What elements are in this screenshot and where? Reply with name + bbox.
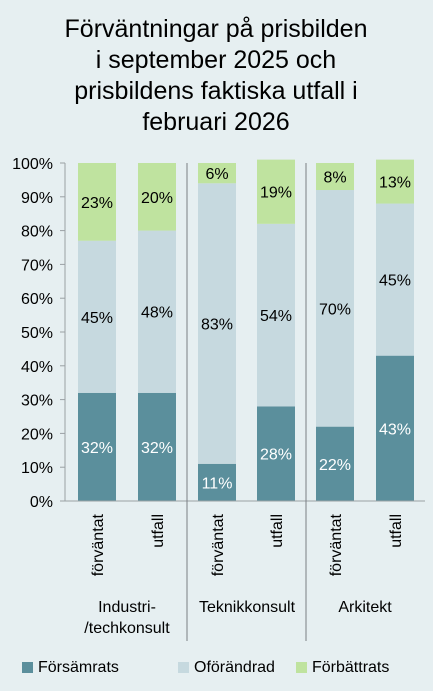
bar-segment bbox=[316, 426, 354, 501]
data-label: 23% bbox=[81, 195, 113, 212]
y-tick-label: 40% bbox=[21, 359, 53, 376]
bar-segment bbox=[138, 163, 176, 231]
legend-label: Förbättrats bbox=[312, 659, 389, 676]
bar-segment bbox=[257, 159, 295, 224]
group-label: Teknikkonsult bbox=[199, 599, 296, 616]
data-label: 48% bbox=[141, 305, 173, 322]
data-label: 54% bbox=[260, 308, 292, 325]
y-tick-label: 50% bbox=[21, 325, 53, 342]
y-tick-label: 90% bbox=[21, 190, 53, 207]
data-label: 28% bbox=[260, 447, 292, 464]
bar-segment bbox=[198, 163, 236, 184]
legend-label: Oförändrad bbox=[194, 659, 275, 676]
bar-segment bbox=[257, 406, 295, 501]
category-label: utfall bbox=[150, 514, 167, 548]
data-label: 13% bbox=[379, 175, 411, 192]
data-label: 32% bbox=[81, 440, 113, 457]
y-tick-label: 20% bbox=[21, 426, 53, 443]
bar-segment bbox=[198, 463, 236, 501]
category-label: förväntat bbox=[210, 513, 227, 576]
legend-swatch bbox=[178, 662, 189, 673]
y-axis: 0% 10% 20% 30% 40% 50% 60% 70% 80% 90% 100% bbox=[12, 156, 66, 511]
title-line: Förväntningar på prisbilden bbox=[65, 15, 368, 43]
y-tick-label: 10% bbox=[21, 460, 53, 477]
data-label: 8% bbox=[323, 170, 346, 187]
y-tick-label: 60% bbox=[21, 291, 53, 308]
data-label: 83% bbox=[201, 317, 233, 334]
bar-segment bbox=[78, 240, 116, 393]
legend: Försämrats Oförändrad Förbättrats bbox=[22, 659, 389, 676]
data-label: 45% bbox=[379, 273, 411, 290]
data-label: 11% bbox=[202, 475, 233, 492]
chart-title: Förväntningar på prisbilden i september 2… bbox=[65, 15, 368, 136]
bar-segment bbox=[198, 183, 236, 464]
y-tick-label: 80% bbox=[21, 224, 53, 241]
x-axis: förväntat utfall förväntat utfall förväntat u… bbox=[65, 163, 425, 641]
title-line: februari 2026 bbox=[142, 108, 289, 136]
bar-segment bbox=[138, 230, 176, 393]
data-label: 19% bbox=[260, 185, 292, 202]
data-labels: 32% 45% 23% 32% 48% 20% 11% 83% 6% 28% 54% 19% 22% 70… bbox=[81, 166, 411, 492]
data-label: 6% bbox=[205, 166, 228, 183]
data-label: 20% bbox=[141, 190, 173, 207]
data-label: 22% bbox=[319, 457, 351, 474]
bar-segment bbox=[316, 163, 354, 191]
bar-segment bbox=[376, 355, 414, 501]
y-tick-label: 70% bbox=[21, 257, 53, 274]
bar-segment bbox=[78, 392, 116, 501]
bar-segment bbox=[376, 203, 414, 356]
bar-segment bbox=[376, 159, 414, 204]
y-tick-label: 0% bbox=[30, 494, 53, 511]
bar-segment bbox=[316, 190, 354, 427]
data-label: 43% bbox=[379, 421, 411, 438]
group-label: /techkonsult bbox=[84, 620, 170, 637]
group-label: Arkitekt bbox=[338, 599, 392, 616]
data-label: 70% bbox=[319, 301, 351, 318]
legend-swatch bbox=[296, 662, 307, 673]
category-label: utfall bbox=[388, 514, 405, 548]
y-tick-label: 100% bbox=[12, 156, 53, 173]
bars bbox=[78, 159, 414, 501]
bar-segment bbox=[78, 163, 116, 241]
y-tick-label: 30% bbox=[21, 393, 53, 410]
legend-label: Försämrats bbox=[38, 659, 119, 676]
bar-segment bbox=[257, 223, 295, 407]
data-label: 45% bbox=[81, 310, 113, 327]
group-label: Industri- bbox=[98, 599, 156, 616]
data-label: 32% bbox=[141, 440, 173, 457]
bar-segment bbox=[138, 392, 176, 501]
title-line: prisbildens faktiska utfall i bbox=[74, 77, 357, 105]
legend-swatch bbox=[22, 662, 33, 673]
category-label: utfall bbox=[269, 514, 286, 548]
category-label: förväntat bbox=[90, 513, 107, 576]
category-label: förväntat bbox=[328, 513, 345, 576]
title-line: i september 2025 och bbox=[96, 46, 336, 74]
